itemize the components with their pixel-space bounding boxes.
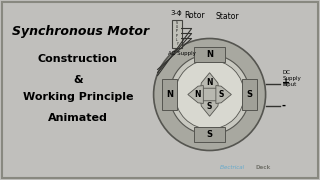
- Text: 3-ϕ: 3-ϕ: [171, 10, 182, 15]
- Text: S: S: [247, 90, 252, 99]
- Bar: [194, 47, 225, 62]
- Text: N: N: [166, 90, 173, 99]
- Polygon shape: [188, 86, 203, 104]
- Text: S
U
P
P
L
Y: S U P P L Y: [176, 21, 178, 46]
- Text: Electrical: Electrical: [220, 165, 245, 170]
- Polygon shape: [216, 86, 231, 104]
- Text: Synchronous Motor: Synchronous Motor: [12, 25, 149, 38]
- Text: S: S: [219, 90, 224, 99]
- Text: DC
Supply
Input: DC Supply Input: [283, 69, 301, 87]
- Text: Working Principle: Working Principle: [23, 92, 133, 102]
- Text: Rotor: Rotor: [184, 12, 205, 21]
- Text: S: S: [207, 102, 212, 111]
- Text: AC Supply: AC Supply: [168, 51, 196, 57]
- Text: Construction: Construction: [38, 54, 118, 64]
- Text: Stator: Stator: [216, 12, 239, 21]
- Text: &: &: [73, 75, 83, 85]
- Bar: [194, 127, 225, 142]
- Polygon shape: [201, 101, 219, 116]
- Bar: [162, 79, 177, 110]
- Text: N: N: [206, 78, 213, 87]
- Text: N: N: [194, 90, 201, 99]
- Bar: [242, 79, 257, 110]
- Text: N: N: [206, 50, 213, 59]
- Text: Animated: Animated: [48, 113, 108, 123]
- Bar: [172, 19, 182, 48]
- Text: Deck: Deck: [256, 165, 271, 170]
- Polygon shape: [201, 73, 219, 88]
- Circle shape: [175, 60, 244, 129]
- Text: +: +: [282, 78, 290, 89]
- Text: S: S: [207, 130, 212, 139]
- Bar: [203, 87, 217, 102]
- Circle shape: [170, 55, 250, 134]
- Circle shape: [154, 39, 266, 150]
- Text: -: -: [282, 100, 286, 111]
